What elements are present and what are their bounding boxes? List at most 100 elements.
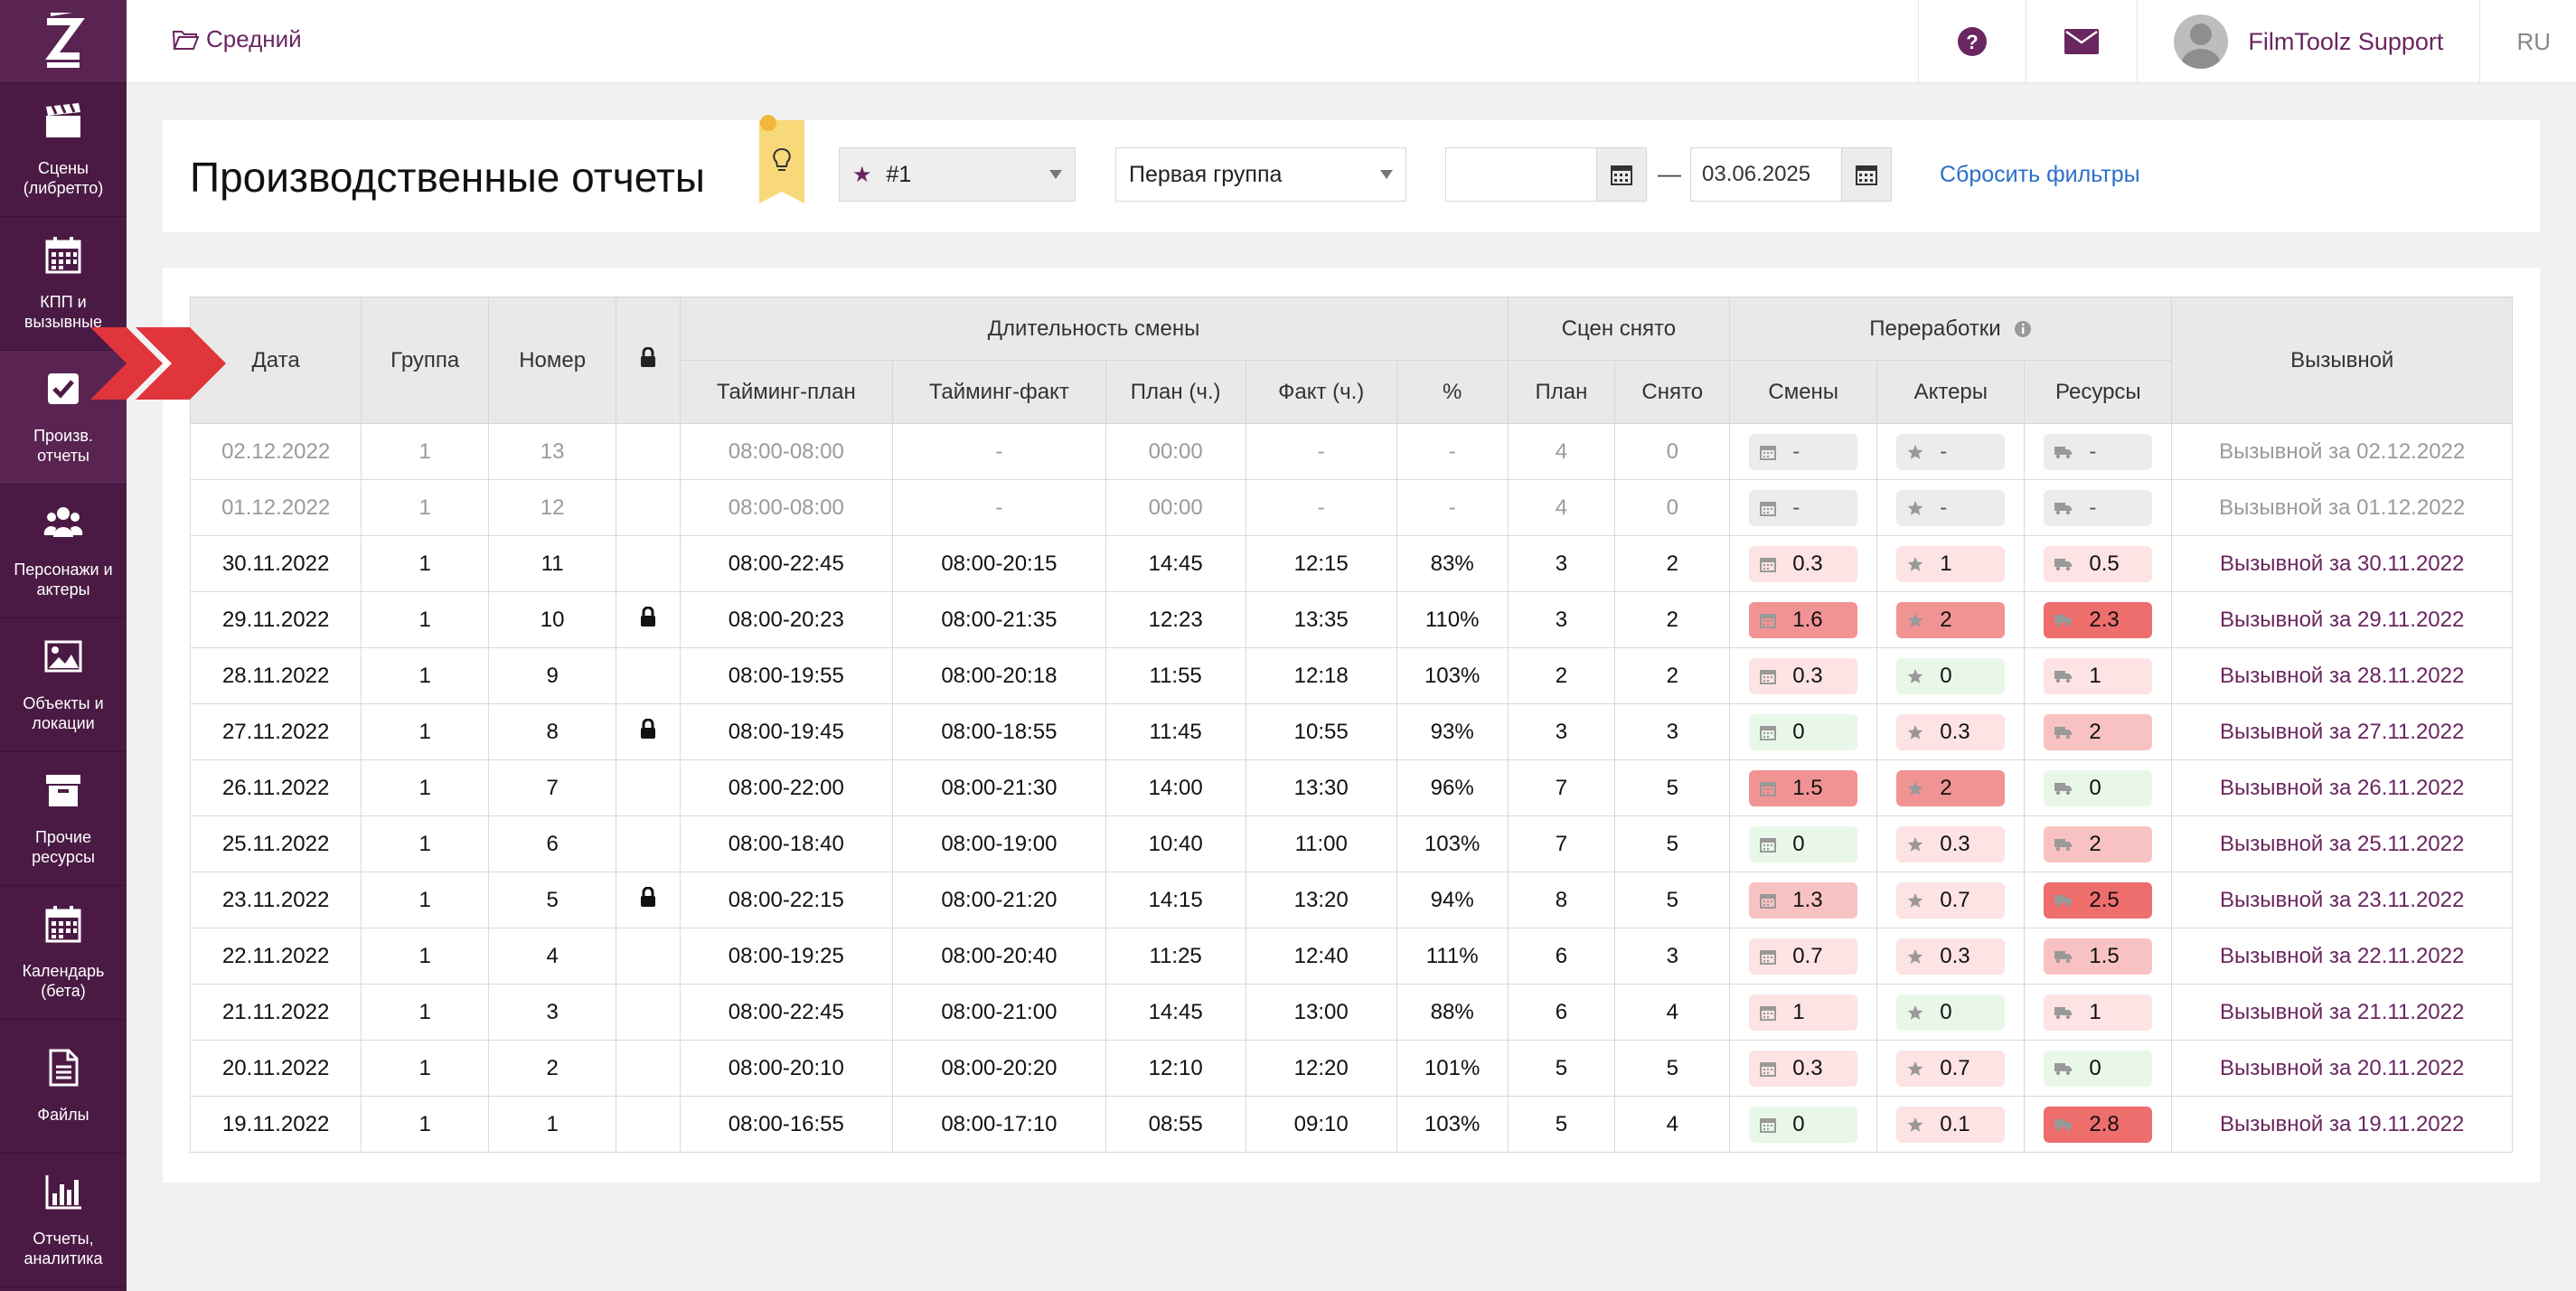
date-from-input[interactable] xyxy=(1445,147,1597,202)
reset-filters-link[interactable]: Сбросить фильтры xyxy=(1940,162,2140,187)
tips-bookmark[interactable] xyxy=(759,120,804,203)
date-from-calendar-button[interactable] xyxy=(1596,147,1647,202)
table-row[interactable]: 19.11.2022 1 1 08:00-16:55 08:00-17:10 08:55 0… xyxy=(189,1096,2513,1153)
cell-date: 23.11.2022 xyxy=(189,872,362,928)
cell-number: 11 xyxy=(488,535,617,592)
table-row[interactable]: 30.11.2022 1 11 08:00-22:45 08:00-20:15 14:45… xyxy=(189,535,2513,592)
cell-call-sheet-link[interactable]: Вызывной за 30.11.2022 xyxy=(2171,535,2513,592)
cell-call-sheet-link[interactable]: Вызывной за 22.11.2022 xyxy=(2171,928,2513,985)
cell-call-sheet-link[interactable]: Вызывной за 29.11.2022 xyxy=(2171,591,2513,648)
archive-icon xyxy=(43,770,83,827)
truck-icon xyxy=(2054,445,2073,459)
col-overtime-resources[interactable]: Ресурсы xyxy=(2024,360,2173,424)
col-scenes-plan[interactable]: План xyxy=(1507,360,1616,424)
col-overtime-shifts[interactable]: Смены xyxy=(1729,360,1878,424)
sidebar-item-file[interactable]: Файлы xyxy=(0,1020,127,1154)
cell-timing-plan: 08:00-22:45 xyxy=(679,535,894,592)
cell-call-sheet-link[interactable]: Вызывной за 28.11.2022 xyxy=(2171,647,2513,704)
cell-call-sheet-link[interactable]: Вызывной за 02.12.2022 xyxy=(2171,423,2513,480)
table-row[interactable]: 29.11.2022 1 10 08:00-20:23 08:00-21:35 12:23… xyxy=(189,591,2513,648)
sidebar-item-bar-chart[interactable]: Отчеты, аналитика xyxy=(0,1154,127,1287)
table-row[interactable]: 25.11.2022 1 6 08:00-18:40 08:00-19:00 10:40 1… xyxy=(189,815,2513,872)
user-name: FilmToolz Support xyxy=(2248,27,2444,55)
help-button[interactable]: ? xyxy=(1918,0,2026,83)
info-icon[interactable] xyxy=(2014,320,2032,338)
cell-call-sheet-link[interactable]: Вызывной за 26.11.2022 xyxy=(2171,759,2513,816)
star-select[interactable]: ★ #1 xyxy=(839,147,1076,202)
group-select[interactable]: Первая группа xyxy=(1115,147,1406,202)
col-group[interactable]: Группа xyxy=(361,297,490,424)
breadcrumb[interactable]: Средний xyxy=(172,25,302,53)
star-icon xyxy=(1907,500,1923,516)
reports-table-panel: Дата Группа Номер Длительность смены Сце… xyxy=(163,268,2540,1183)
table-row[interactable]: 28.11.2022 1 9 08:00-19:55 08:00-20:18 11:55 1… xyxy=(189,647,2513,704)
checkbox-icon xyxy=(43,369,83,426)
sidebar-item-users[interactable]: Персонажи и актеры xyxy=(0,485,127,618)
table-row[interactable]: 20.11.2022 1 2 08:00-20:10 08:00-20:20 12:10 1… xyxy=(189,1040,2513,1097)
col-plan-hours[interactable]: План (ч.) xyxy=(1105,360,1246,424)
sidebar-item-archive[interactable]: Прочие ресурсы xyxy=(0,752,127,886)
cell-overtime-actors: - xyxy=(1876,423,2026,480)
col-scenes-done[interactable]: Снято xyxy=(1614,360,1731,424)
cell-call-sheet-link[interactable]: Вызывной за 27.11.2022 xyxy=(2171,703,2513,760)
sidebar-item-clapperboard[interactable]: Сцены (либретто) xyxy=(0,83,127,217)
cell-timing-fact: 08:00-20:20 xyxy=(892,1040,1106,1097)
table-row[interactable]: 01.12.2022 1 12 08:00-08:00-00:00- -4 0- - - Выз… xyxy=(189,479,2513,536)
cell-lock xyxy=(616,423,681,480)
cell-fact-hours: 09:10 xyxy=(1245,1096,1397,1153)
user-menu[interactable]: FilmToolz Support xyxy=(2137,0,2479,83)
cell-number: 13 xyxy=(488,423,617,480)
cell-call-sheet-link[interactable]: Вызывной за 23.11.2022 xyxy=(2171,872,2513,928)
cell-call-sheet-link[interactable]: Вызывной за 21.11.2022 xyxy=(2171,984,2513,1041)
cell-plan-hours: 08:55 xyxy=(1105,1096,1246,1153)
cell-call-sheet-link[interactable]: Вызывной за 25.11.2022 xyxy=(2171,815,2513,872)
cell-timing-fact: 08:00-20:15 xyxy=(892,535,1106,592)
sidebar-item-calendar[interactable]: Календарь (бета) xyxy=(0,886,127,1020)
overtime-value: - xyxy=(2089,438,2097,464)
col-timing-fact[interactable]: Тайминг-факт xyxy=(892,360,1106,424)
cell-percent: 94% xyxy=(1396,872,1509,928)
page-title: Производственные отчеты xyxy=(190,154,705,201)
messages-button[interactable] xyxy=(2026,0,2137,83)
sidebar-item-calendar[interactable]: КПП и вызывные xyxy=(0,217,127,351)
table-row[interactable]: 02.12.2022 1 13 08:00-08:00-00:00- -4 0- - - Выз… xyxy=(189,423,2513,480)
cell-percent: 96% xyxy=(1396,759,1509,816)
col-fact-hours[interactable]: Факт (ч.) xyxy=(1245,360,1397,424)
col-percent[interactable]: % xyxy=(1396,360,1509,424)
col-timing-plan[interactable]: Тайминг-план xyxy=(679,360,894,424)
language-switch[interactable]: RU xyxy=(2479,0,2576,83)
cell-overtime-shifts: 1.3 xyxy=(1729,872,1878,928)
overtime-badge: 1 xyxy=(2044,657,2153,694)
sidebar-item-checkbox[interactable]: Произв. отчеты xyxy=(0,351,127,485)
topbar: Средний ? FilmToolz Support RU xyxy=(127,0,2576,83)
lightbulb-icon xyxy=(773,147,791,171)
cell-date: 20.11.2022 xyxy=(189,1040,362,1097)
table-row[interactable]: 22.11.2022 1 4 08:00-19:25 08:00-20:40 11:25 1… xyxy=(189,928,2513,985)
overtime-badge: 0 xyxy=(1749,713,1858,750)
cell-call-sheet-link[interactable]: Вызывной за 19.11.2022 xyxy=(2171,1096,2513,1153)
table-row[interactable]: 27.11.2022 1 8 08:00-19:45 08:00-18:55 11:45 1… xyxy=(189,703,2513,760)
truck-icon xyxy=(2054,557,2073,571)
cell-timing-plan: 08:00-18:40 xyxy=(679,815,894,872)
sidebar-item-image[interactable]: Объекты и локации xyxy=(0,618,127,752)
sidebar-item-label: Файлы xyxy=(37,1106,89,1124)
logo[interactable] xyxy=(0,0,127,83)
overtime-value: 0 xyxy=(1940,999,1952,1024)
calendar-icon xyxy=(1760,724,1777,740)
table-row[interactable]: 23.11.2022 1 5 08:00-22:15 08:00-21:20 14:15 1… xyxy=(189,872,2513,928)
col-number[interactable]: Номер xyxy=(488,297,617,424)
table-row[interactable]: 21.11.2022 1 3 08:00-22:45 08:00-21:00 14:45 1… xyxy=(189,984,2513,1041)
cell-group: 1 xyxy=(361,591,490,648)
cell-number: 1 xyxy=(488,1096,617,1153)
cell-overtime-shifts: - xyxy=(1729,479,1878,536)
table-row[interactable]: 26.11.2022 1 7 08:00-22:00 08:00-21:30 14:00 1… xyxy=(189,759,2513,816)
cell-timing-fact: 08:00-18:55 xyxy=(892,703,1106,760)
cell-call-sheet-link[interactable]: Вызывной за 01.12.2022 xyxy=(2171,479,2513,536)
cell-percent: - xyxy=(1396,479,1509,536)
date-to-calendar-button[interactable] xyxy=(1841,147,1892,202)
col-overtime-actors[interactable]: Актеры xyxy=(1876,360,2026,424)
cell-lock xyxy=(616,815,681,872)
date-to-input[interactable]: 03.06.2025 xyxy=(1690,147,1842,202)
star-icon xyxy=(1907,1060,1923,1077)
cell-call-sheet-link[interactable]: Вызывной за 20.11.2022 xyxy=(2171,1040,2513,1097)
